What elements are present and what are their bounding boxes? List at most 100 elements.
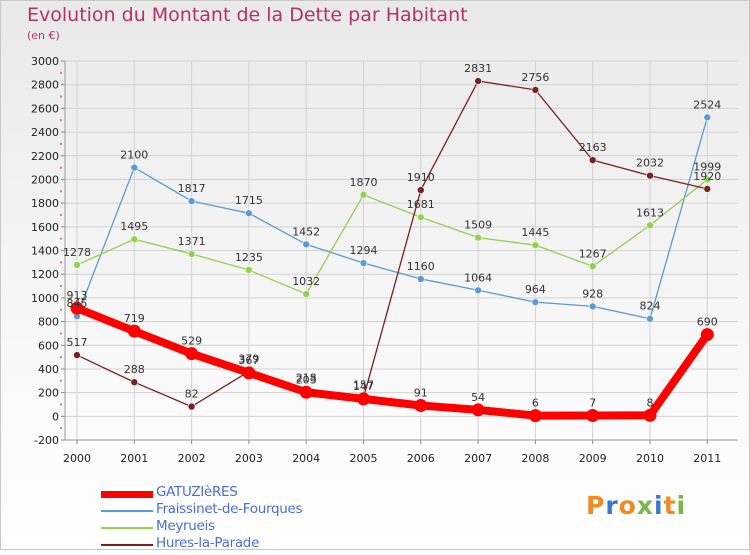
data-point [474, 77, 482, 85]
data-label: 928 [582, 287, 603, 300]
y-minor-tick [60, 427, 62, 430]
data-label: 1681 [407, 198, 435, 211]
legend-swatch [101, 510, 153, 512]
data-label: 8 [647, 396, 654, 409]
chart-title: Evolution du Montant de la Dette par Hab… [27, 4, 468, 26]
data-label: 1817 [178, 182, 206, 195]
data-point [245, 266, 253, 274]
y-tick-label: 2000 [31, 173, 59, 186]
data-label: 288 [124, 363, 145, 376]
x-tick-label: 2000 [63, 452, 91, 465]
data-point [703, 113, 712, 122]
data-label: 1999 [693, 161, 721, 174]
legend-label: Fraissinet-de-Fourques [156, 501, 303, 517]
series-line-3 [76, 80, 708, 408]
data-point [586, 408, 600, 422]
data-label: 1613 [636, 206, 664, 219]
y-tick-label: -200 [34, 434, 59, 447]
y-tick-label: 1600 [31, 221, 59, 234]
x-tick-label: 2002 [178, 452, 206, 465]
data-point [130, 378, 139, 387]
data-point [588, 302, 597, 311]
legend-swatch [101, 527, 153, 529]
data-label: 690 [697, 316, 718, 329]
data-point [646, 171, 654, 180]
logo-letter: i [676, 491, 687, 520]
y-tick-label: 1000 [31, 292, 59, 305]
logo-letter: r [605, 491, 619, 520]
series-line-1 [76, 117, 708, 320]
data-point [531, 241, 540, 249]
data-label: 719 [124, 312, 145, 325]
data-point [359, 191, 368, 199]
data-point [703, 175, 712, 184]
data-label: 218 [296, 371, 317, 384]
data-point [130, 163, 139, 172]
y-minor-tick [60, 71, 62, 74]
x-tick-label: 2009 [579, 452, 607, 465]
data-point [302, 290, 311, 298]
y-minor-tick [60, 237, 62, 240]
data-label: 529 [181, 335, 202, 348]
data-label: 147 [353, 380, 374, 393]
y-minor-tick [60, 213, 62, 216]
data-label: 1371 [178, 235, 206, 248]
logo-letter: o [618, 491, 637, 520]
data-label: 379 [238, 352, 259, 365]
y-minor-tick [60, 166, 62, 169]
y-tick-label: 800 [38, 316, 59, 329]
legend-label: GATUZIèRES [156, 484, 238, 500]
x-tick-label: 2011 [693, 452, 721, 465]
data-point [357, 392, 370, 406]
data-point [528, 409, 542, 423]
x-tick-label: 2010 [636, 452, 664, 465]
data-label: 1509 [464, 219, 492, 232]
data-point [416, 213, 425, 222]
data-point [299, 385, 313, 399]
data-point [703, 185, 712, 193]
y-tick-label: 2200 [31, 150, 59, 163]
legend-label: Meyrueis [156, 518, 215, 534]
y-tick-label: 400 [38, 363, 59, 376]
y-tick-label: 2400 [31, 126, 59, 139]
data-point [73, 351, 81, 359]
data-point [646, 314, 654, 323]
data-label: 2831 [464, 62, 492, 75]
data-point [474, 286, 482, 295]
data-label: 2032 [636, 157, 664, 170]
data-point [700, 328, 714, 342]
data-point [359, 259, 368, 267]
data-label: 1452 [292, 225, 320, 238]
data-label: 517 [67, 336, 88, 349]
logo-letter: i [654, 491, 664, 520]
data-point [245, 209, 253, 217]
data-point [242, 366, 256, 380]
y-minor-tick [60, 142, 62, 145]
logo-letter: x [636, 491, 654, 520]
data-point [471, 403, 485, 417]
data-label: 964 [525, 283, 546, 296]
y-minor-tick [60, 95, 62, 98]
x-tick-label: 2001 [120, 452, 148, 465]
data-label: 54 [471, 391, 485, 404]
y-minor-tick [60, 332, 62, 335]
data-point [474, 233, 482, 242]
y-minor-tick [60, 119, 62, 122]
data-label: 82 [185, 388, 199, 401]
data-label: 824 [640, 300, 661, 313]
data-label: 91 [414, 387, 428, 400]
y-tick-label: 600 [38, 339, 59, 352]
data-label: 1870 [350, 176, 378, 189]
data-label: 2163 [579, 141, 607, 154]
data-label: 1064 [464, 271, 492, 284]
y-tick-label: 1800 [31, 197, 59, 210]
x-tick-label: 2007 [464, 452, 492, 465]
data-point [646, 221, 654, 230]
data-label: 1495 [120, 220, 148, 233]
data-label: 1267 [579, 247, 607, 260]
data-label: 6 [532, 397, 539, 410]
data-label: 7 [589, 396, 596, 409]
data-point [416, 186, 425, 194]
x-tick-label: 2005 [350, 452, 378, 465]
y-tick-label: 1400 [31, 245, 59, 258]
